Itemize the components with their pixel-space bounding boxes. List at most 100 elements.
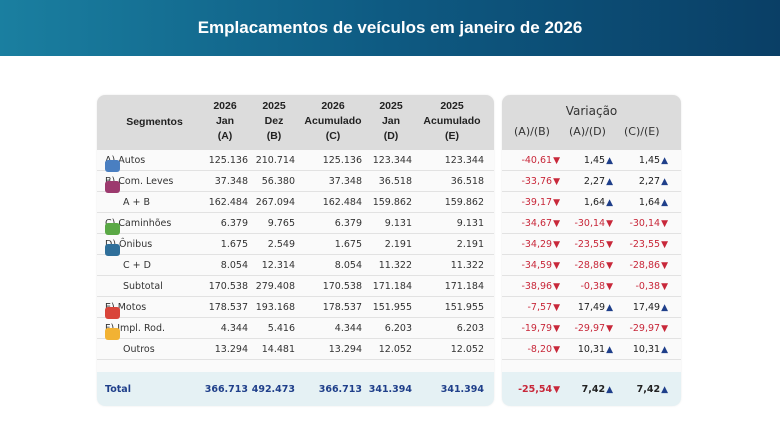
cell-value: 4.344 (220, 323, 248, 334)
variation-row: -33,76▼ 2,27▲ 2,27▲ (502, 171, 681, 192)
arrow-up-icon: ▲ (606, 345, 613, 355)
cell-value: 9.131 (384, 218, 412, 229)
cell-value: 2.191 (456, 239, 484, 250)
arrow-up-icon: ▲ (606, 303, 613, 313)
cell-value: 13.294 (214, 344, 248, 355)
total-value: 341.394 (440, 384, 484, 395)
cell-value: 8.054 (220, 260, 248, 271)
arrow-up-icon: ▲ (661, 303, 668, 313)
arrow-down-icon: ▼ (606, 240, 613, 250)
cell-value: 12.052 (450, 344, 484, 355)
car-icon (105, 160, 120, 172)
cell-value: 178.537 (208, 302, 248, 313)
variation-row: -7,57▼ 17,49▲ 17,49▲ (502, 297, 681, 318)
arrow-up-icon: ▲ (606, 198, 613, 208)
table-row: A) Autos 125.136 210.714 125.136 123.344 123.… (97, 150, 494, 172)
cell-value: 8.054 (334, 260, 362, 271)
header-col-e: 2025 Acumulado (E) (423, 100, 481, 142)
header-segmentos: Segmentos (126, 116, 183, 128)
header-col-b: 2025 Dez (B) (262, 100, 286, 142)
arrow-down-icon: ▼ (606, 324, 613, 334)
cell-value: 151.955 (372, 302, 412, 313)
segment-label: A) Autos (105, 155, 145, 172)
table-row: B) Com. Leves 37.348 56.380 37.348 36.518 36.… (97, 171, 494, 193)
variation-row: -39,17▼ 1,64▲ 1,64▲ (502, 192, 681, 213)
header-col-d: 2025 Jan (D) (379, 100, 403, 142)
table-row: Outros 13.294 14.481 13.294 12.052 12.052 (97, 339, 494, 360)
cell-value: 37.348 (328, 176, 362, 187)
arrow-down-icon: ▼ (553, 261, 560, 271)
page-title: Emplacamentos de veículos em janeiro de … (197, 18, 583, 37)
variation-value: -0,38▼ (580, 281, 613, 292)
header-col-a: 2026 Jan (A) (213, 100, 237, 142)
cell-value: 36.518 (378, 176, 412, 187)
arrow-down-icon: ▼ (553, 240, 560, 250)
header-col-c: 2026 Acumulado (C) (304, 100, 362, 142)
variation-row: -34,29▼ -23,55▼ -23,55▼ (502, 234, 681, 255)
arrow-up-icon: ▲ (606, 177, 613, 187)
variation-value: -33,76▼ (521, 176, 560, 187)
arrow-down-icon: ▼ (661, 219, 668, 229)
cell-value: 267.094 (255, 197, 295, 208)
cell-value: 279.408 (255, 281, 295, 292)
cell-value: 170.538 (322, 281, 362, 292)
cell-value: 178.537 (322, 302, 362, 313)
cell-value: 193.168 (255, 302, 295, 313)
segment-label: B) Com. Leves (105, 176, 173, 193)
arrow-down-icon: ▼ (553, 282, 560, 292)
table-row: C + D 8.054 12.314 8.054 11.322 11.322 (97, 255, 494, 276)
variation-value: 10,31▲ (577, 344, 613, 355)
variation-row: -34,67▼ -30,14▼ -30,14▼ (502, 213, 681, 234)
variation-value: -40,61▼ (521, 155, 560, 166)
table-row: D) Ônibus 1.675 2.549 1.675 2.191 2.191 (97, 234, 494, 256)
arrow-down-icon: ▼ (553, 177, 560, 187)
cell-value: 36.518 (450, 176, 484, 187)
cell-value: 151.955 (444, 302, 484, 313)
cell-value: 162.484 (208, 197, 248, 208)
cell-value: 210.714 (255, 155, 295, 166)
table-row: E) Motos 178.537 193.168 178.537 151.955 151.… (97, 297, 494, 319)
arrow-down-icon: ▼ (661, 240, 668, 250)
arrow-up-icon: ▲ (661, 177, 668, 187)
arrow-up-icon: ▲ (606, 156, 613, 166)
variation-row: -8,20▼ 10,31▲ 10,31▲ (502, 339, 681, 360)
cell-value: 123.344 (444, 155, 484, 166)
total-value: 366.713 (318, 384, 362, 395)
variation-value: -30,14▼ (629, 218, 668, 229)
variation-value: -34,29▼ (521, 239, 560, 250)
variation-value: 1,45▲ (583, 155, 613, 166)
arrow-down-icon: ▼ (606, 219, 613, 229)
cell-value: 4.344 (334, 323, 362, 334)
header-ab: (A)/(B) (514, 125, 550, 138)
variation-value: -0,38▼ (635, 281, 668, 292)
arrow-up-icon: ▲ (661, 345, 668, 355)
segment-label: D) Ônibus (105, 239, 152, 256)
cell-value: 13.294 (328, 344, 362, 355)
cell-value: 6.379 (220, 218, 248, 229)
arrow-down-icon: ▼ (661, 324, 668, 334)
arrow-down-icon: ▼ (553, 324, 560, 334)
cell-value: 2.549 (267, 239, 295, 250)
table-row: Subtotal 170.538 279.408 170.538 171.184 171.… (97, 276, 494, 297)
variation-value: -8,20▼ (527, 344, 560, 355)
arrow-down-icon: ▼ (606, 261, 613, 271)
cell-value: 2.191 (384, 239, 412, 250)
cell-value: 125.136 (208, 155, 248, 166)
variation-header: Variação (A)/(B) (A)/(D) (C)/(E) (502, 95, 681, 150)
variation-value: 2,27▲ (583, 176, 613, 187)
arrow-down-icon: ▼ (553, 219, 560, 229)
variation-value: -34,59▼ (521, 260, 560, 271)
variation-value: -38,96▼ (521, 281, 560, 292)
cell-value: 14.481 (261, 344, 295, 355)
header-ce: (C)/(E) (624, 125, 660, 138)
table-row: A + B 162.484 267.094 162.484 159.862 159.862 (97, 192, 494, 213)
variation-value: 10,31▲ (632, 344, 668, 355)
cell-value: 171.184 (372, 281, 412, 292)
total-label: Total (105, 384, 131, 395)
counts-table: Segmentos 2026 Jan (A) 2025 Dez (B) 2026… (97, 95, 494, 406)
bus-icon (105, 244, 120, 256)
cell-value: 125.136 (322, 155, 362, 166)
variation-value: 1,64▲ (638, 197, 668, 208)
total-value: 492.473 (251, 384, 295, 395)
cell-value: 159.862 (444, 197, 484, 208)
